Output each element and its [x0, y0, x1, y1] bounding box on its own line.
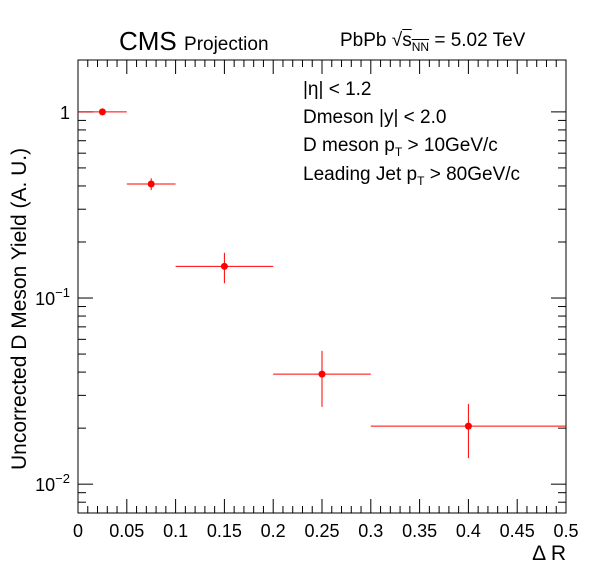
energy-subscript: NN — [411, 39, 430, 54]
energy-value: = 5.02 TeV — [429, 30, 526, 51]
experiment-label: CMS — [119, 26, 177, 56]
x-tick-label: 0.45 — [500, 521, 535, 541]
cms-title: CMS Projection — [119, 26, 269, 57]
y-tick-labels: 1 10−1 10−2 — [35, 103, 70, 495]
x-tick-label: 0.4 — [456, 521, 481, 541]
data-point — [464, 422, 472, 430]
axis-ticks — [77, 60, 567, 514]
x-tick-label: 0.2 — [261, 521, 286, 541]
data-point — [98, 108, 106, 116]
y-tick-label: 10−2 — [35, 471, 70, 495]
jet-pt-suffix: > 80GeV/c — [424, 164, 521, 185]
data-points — [78, 108, 566, 459]
x-tick-label: 0.5 — [553, 521, 578, 541]
data-point — [220, 262, 228, 270]
x-tick-labels: 0 0.05 0.1 0.15 0.2 0.25 0.3 0.35 0.4 0.45 0.5 — [73, 521, 579, 541]
x-tick-label: 0.15 — [207, 521, 242, 541]
x-axis-label: Δ R — [532, 542, 566, 565]
jet-pt-cut-label: Leading Jet pT > 80GeV/c — [303, 164, 520, 188]
x-tick-label: 0.05 — [109, 521, 144, 541]
x-tick-label: 0.25 — [304, 521, 339, 541]
energy-var: s — [402, 30, 412, 51]
data-point — [147, 180, 155, 188]
jet-pt-prefix: Leading Jet p — [303, 164, 418, 185]
projection-label: Projection — [184, 34, 269, 55]
jet-pt-sub: T — [417, 173, 425, 188]
eta-cut-label: |η| < 1.2 — [303, 79, 372, 100]
x-tick-label: 0.1 — [163, 521, 188, 541]
dmeson-pt-suffix: > 10GeV/c — [402, 135, 498, 156]
system-prefix: PbPb — [340, 30, 387, 51]
x-tick-label: 0 — [73, 521, 83, 541]
rapidity-cut-label: Dmeson |y| < 2.0 — [303, 107, 447, 128]
dmeson-pt-cut-label: D meson pT > 10GeV/c — [303, 135, 498, 159]
sqrt-symbol: √ — [391, 30, 403, 51]
y-tick-label: 10−1 — [35, 285, 70, 309]
collision-system: PbPb √sNN = 5.02 TeV — [340, 30, 525, 54]
x-tick-label: 0.3 — [358, 521, 383, 541]
x-tick-label: 0.35 — [402, 521, 437, 541]
dmeson-pt-prefix: D meson p — [303, 135, 395, 156]
y-tick-label: 1 — [60, 103, 70, 123]
y-axis-label: Uncorrected D Meson Yield (A. U.) — [8, 148, 31, 470]
data-point — [318, 370, 326, 378]
dmeson-pt-sub: T — [394, 144, 403, 159]
